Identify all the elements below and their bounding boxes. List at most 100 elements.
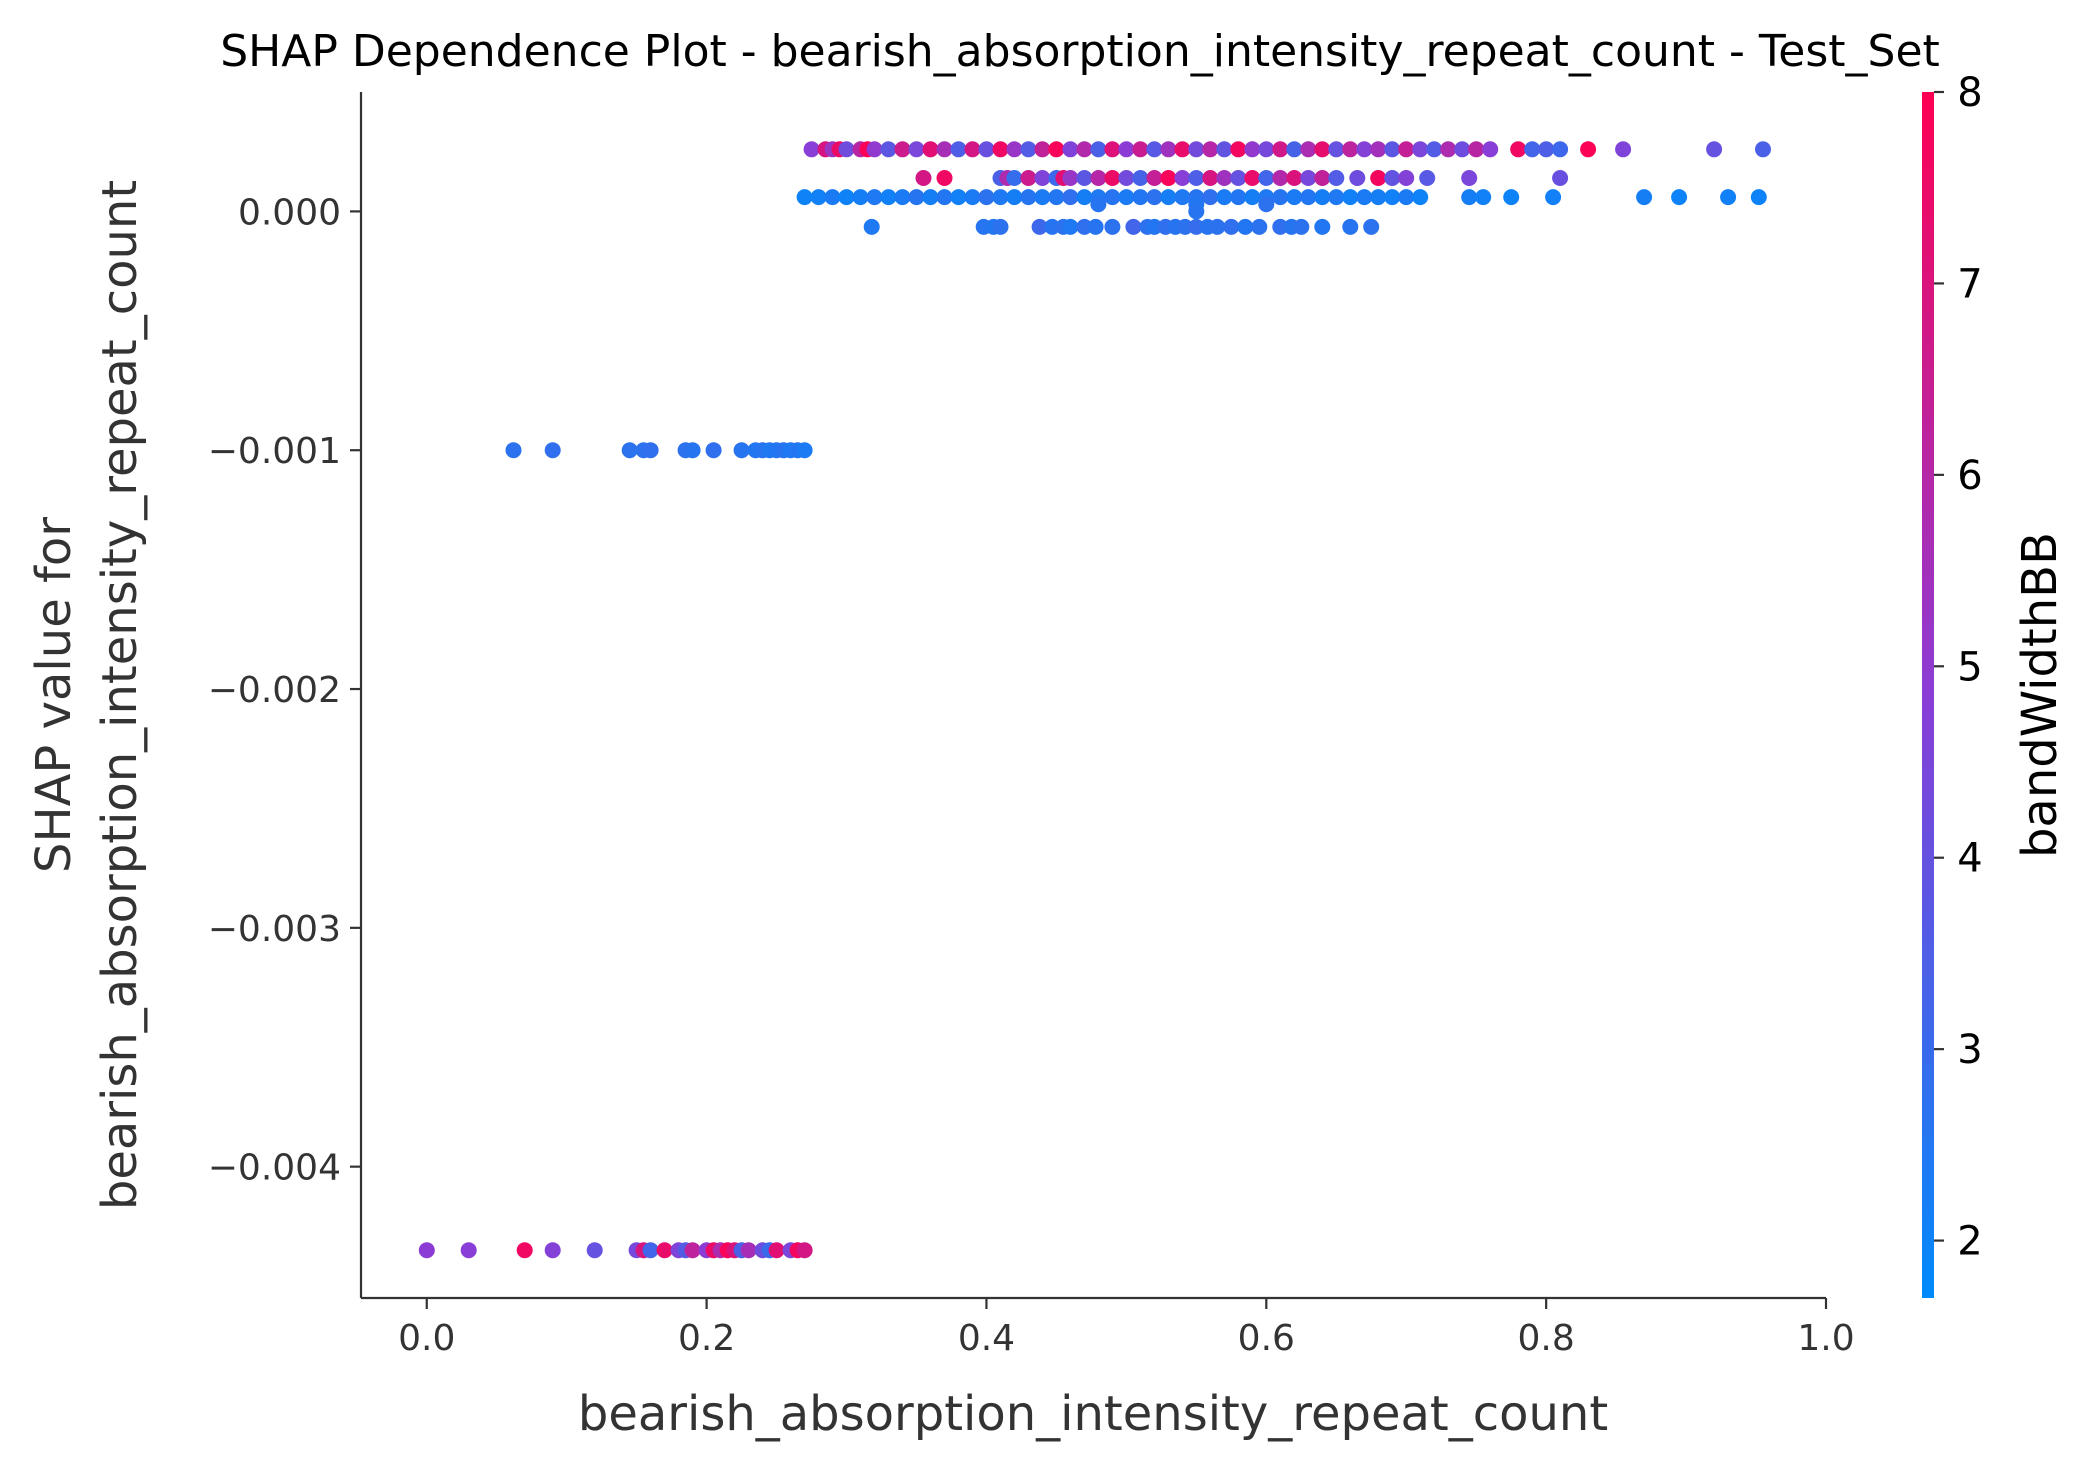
data-point xyxy=(1258,196,1275,213)
data-point xyxy=(1314,170,1331,186)
data-point xyxy=(1118,141,1135,158)
data-point xyxy=(838,189,855,206)
x-tick-label: 1.0 xyxy=(1797,1318,1854,1359)
data-point xyxy=(936,170,953,186)
x-tick-label: 0.8 xyxy=(1518,1318,1575,1359)
data-point xyxy=(1160,189,1177,206)
data-point xyxy=(863,218,880,235)
data-point xyxy=(1006,141,1023,158)
data-point xyxy=(1132,170,1149,186)
data-point xyxy=(1118,170,1135,186)
data-point xyxy=(1510,141,1527,158)
y-tick-label: −0.003 xyxy=(208,909,341,950)
data-point xyxy=(544,442,561,459)
data-point xyxy=(1419,170,1436,186)
data-point xyxy=(1160,170,1177,186)
data-point xyxy=(1062,218,1079,235)
colorbar-tick-label: 2 xyxy=(1957,1219,1982,1265)
data-point xyxy=(1461,189,1478,206)
data-point xyxy=(1104,189,1121,206)
data-point xyxy=(1237,218,1254,235)
data-point xyxy=(1552,170,1569,186)
data-point xyxy=(1342,189,1359,206)
data-point xyxy=(1031,218,1048,235)
data-point xyxy=(1272,170,1289,186)
data-point xyxy=(1202,170,1219,186)
data-point xyxy=(866,141,883,158)
data-point xyxy=(733,442,750,459)
data-point xyxy=(1244,141,1261,158)
scatter-points xyxy=(418,141,1771,1259)
data-point xyxy=(1104,141,1121,158)
colorbar-tick-label: 8 xyxy=(1957,70,1982,116)
data-point xyxy=(908,189,925,206)
data-point xyxy=(1048,189,1065,206)
data-point xyxy=(796,442,813,459)
data-point xyxy=(1230,170,1247,186)
data-point xyxy=(656,1242,673,1259)
data-point xyxy=(824,189,841,206)
data-point xyxy=(880,141,897,158)
data-point xyxy=(1314,141,1331,158)
data-point xyxy=(460,1242,477,1259)
data-point xyxy=(1552,141,1569,158)
data-point xyxy=(1244,170,1261,186)
data-point xyxy=(705,442,722,459)
x-tick-label: 0.6 xyxy=(1238,1318,1295,1359)
data-point xyxy=(1188,170,1205,186)
data-point xyxy=(1356,189,1373,206)
data-point xyxy=(1202,189,1219,206)
data-point xyxy=(1293,218,1310,235)
data-point xyxy=(950,141,967,158)
chart-title: SHAP Dependence Plot - bearish_absorptio… xyxy=(220,26,1940,77)
data-point xyxy=(1160,141,1177,158)
data-point xyxy=(1363,218,1380,235)
data-point xyxy=(1216,141,1233,158)
data-point xyxy=(894,189,911,206)
data-point xyxy=(544,1242,561,1259)
data-point xyxy=(1468,141,1485,158)
x-tick-label: 0.2 xyxy=(678,1318,735,1359)
data-point xyxy=(1342,218,1359,235)
data-point xyxy=(1300,189,1317,206)
data-point xyxy=(1503,189,1520,206)
x-tick-label: 0.4 xyxy=(958,1318,1015,1359)
data-point xyxy=(1006,170,1023,186)
data-point xyxy=(936,141,953,158)
data-point xyxy=(516,1242,533,1259)
data-point xyxy=(1272,189,1289,206)
data-point xyxy=(1286,170,1303,186)
data-point xyxy=(1398,141,1415,158)
data-point xyxy=(1244,189,1261,206)
data-point xyxy=(1230,189,1247,206)
data-point xyxy=(1475,189,1492,206)
data-point xyxy=(1412,189,1429,206)
data-point xyxy=(1006,189,1023,206)
data-point xyxy=(621,442,638,459)
data-point xyxy=(1258,170,1275,186)
data-point xyxy=(740,1242,757,1259)
x-tick-label: 0.0 xyxy=(398,1318,455,1359)
data-point xyxy=(1090,196,1107,213)
data-point xyxy=(1356,141,1373,158)
data-point xyxy=(1370,170,1387,186)
data-point xyxy=(880,189,897,206)
data-point xyxy=(1706,141,1723,158)
data-point xyxy=(1076,189,1093,206)
data-point xyxy=(1118,189,1135,206)
data-point xyxy=(964,141,981,158)
data-point xyxy=(1034,189,1051,206)
data-point xyxy=(684,1242,701,1259)
data-point xyxy=(1314,189,1331,206)
data-point xyxy=(1104,170,1121,186)
data-point xyxy=(992,218,1009,235)
data-point xyxy=(1412,141,1429,158)
data-point xyxy=(1062,189,1079,206)
data-point xyxy=(1272,218,1289,235)
data-point xyxy=(992,189,1009,206)
data-point xyxy=(642,442,659,459)
data-point xyxy=(796,1242,813,1259)
data-point xyxy=(1286,189,1303,206)
data-point xyxy=(1342,141,1359,158)
data-point xyxy=(1202,141,1219,158)
